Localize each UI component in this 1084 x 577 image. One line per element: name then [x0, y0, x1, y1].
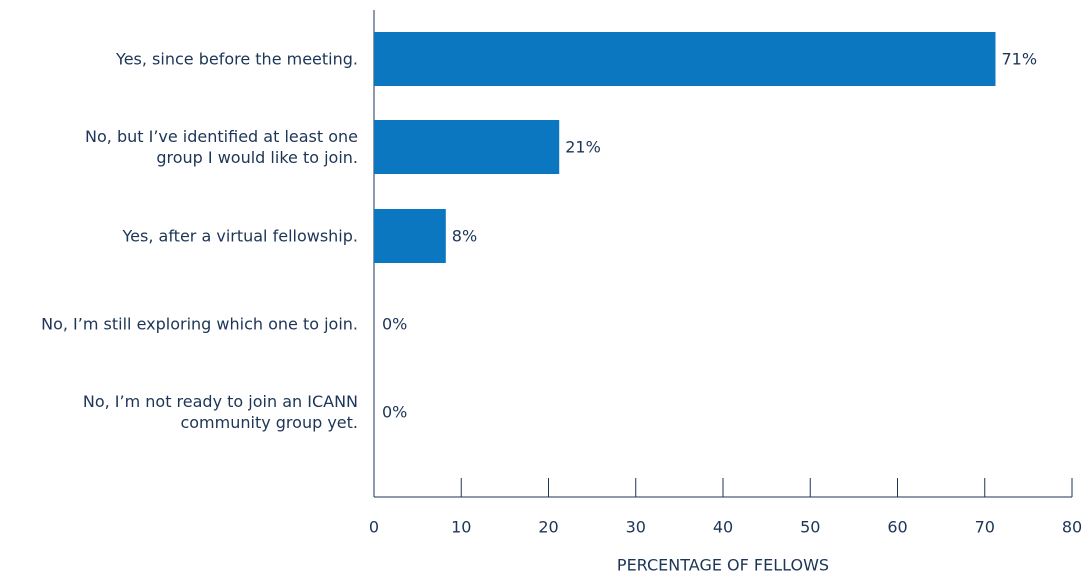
x-axis-title: PERCENTAGE OF FELLOWS [617, 556, 829, 575]
value-label: 0% [382, 403, 407, 422]
x-tick-label: 20 [538, 518, 558, 537]
category-label: Yes, after a virtual fellowship. [122, 226, 358, 246]
category-label: No, I’m not ready to join an ICANN commu… [82, 392, 358, 432]
category-label: No, but I’ve identified at least one gro… [85, 127, 358, 167]
category-label: No, I’m still exploring which one to joi… [41, 314, 358, 334]
x-tick-label: 70 [975, 518, 995, 537]
value-label: 71% [1001, 50, 1037, 69]
x-tick-label: 50 [800, 518, 820, 537]
bar [374, 120, 560, 174]
bar [374, 32, 996, 86]
x-tick-label: 60 [887, 518, 907, 537]
x-tick-label: 80 [1062, 518, 1082, 537]
value-label: 8% [452, 227, 477, 246]
bar [374, 209, 446, 263]
x-tick-label: 30 [626, 518, 646, 537]
x-tick-label: 40 [713, 518, 733, 537]
value-label: 21% [565, 138, 601, 157]
value-label: 0% [382, 315, 407, 334]
category-label: Yes, since before the meeting. [116, 49, 358, 69]
x-tick-label: 0 [369, 518, 379, 537]
x-tick-label: 10 [451, 518, 471, 537]
